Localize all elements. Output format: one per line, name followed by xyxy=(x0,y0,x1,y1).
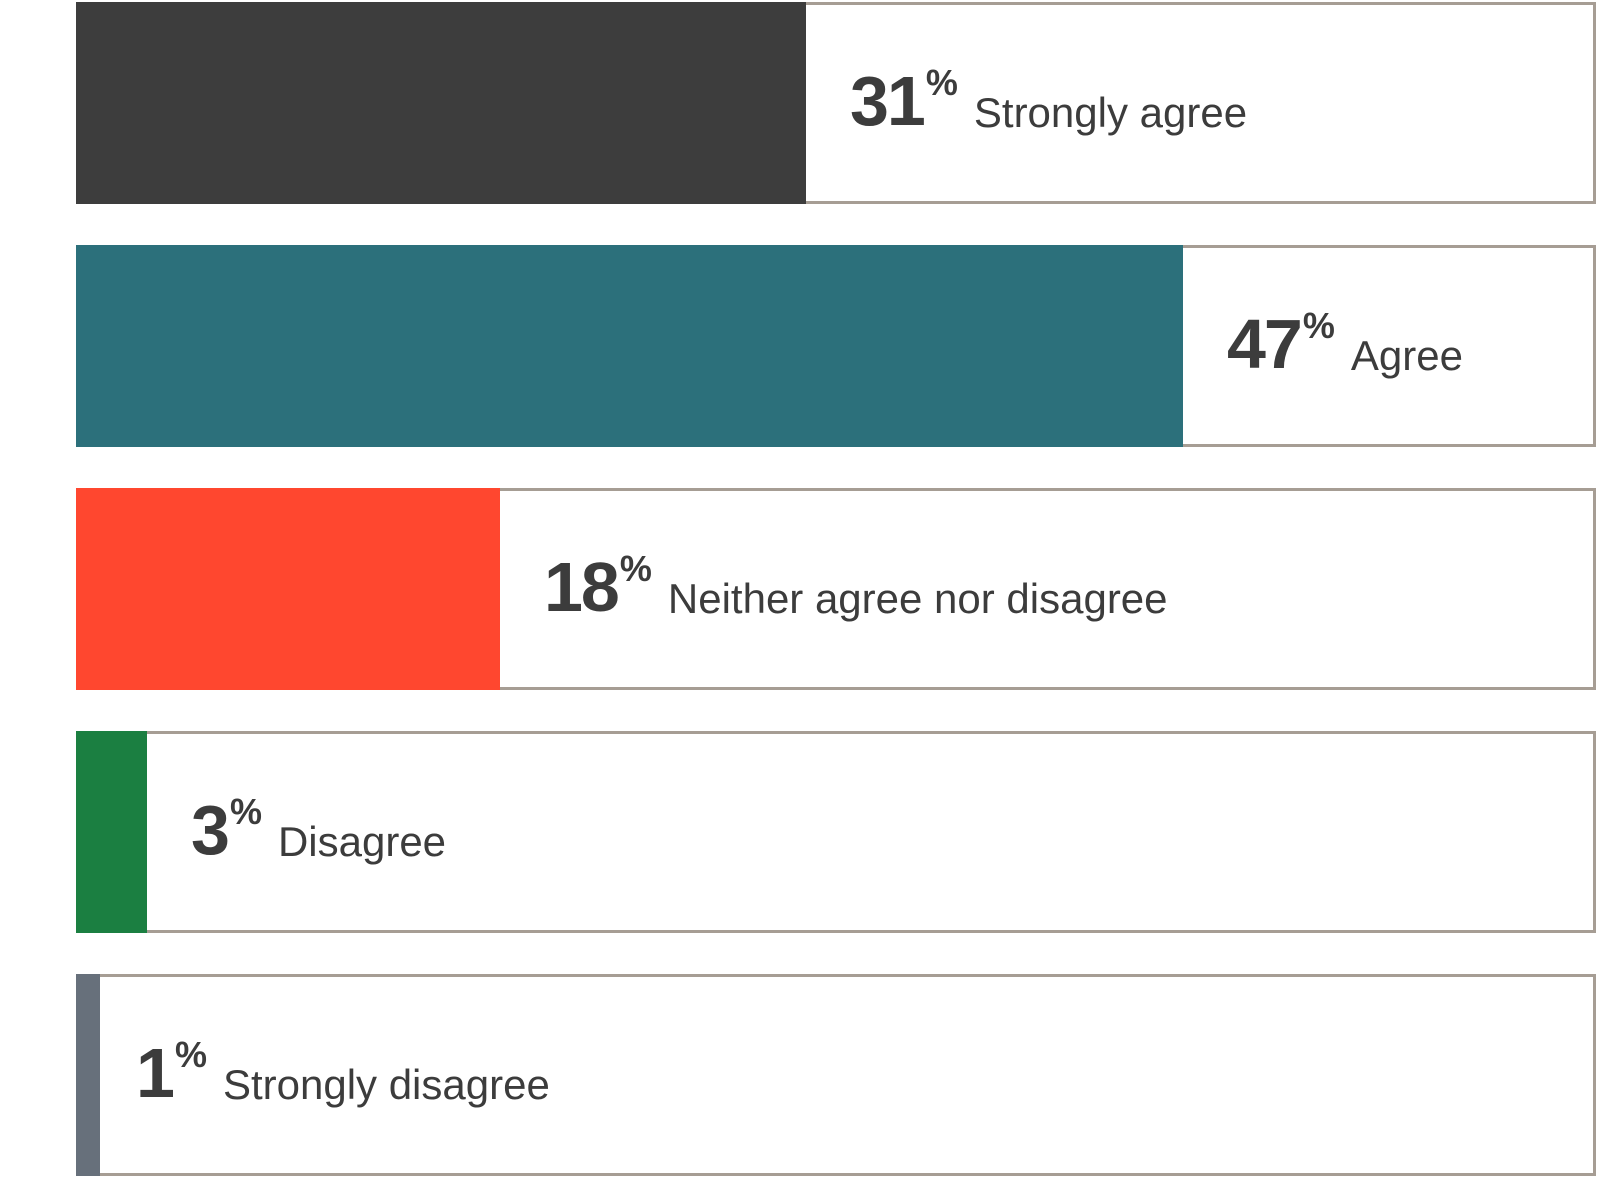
percent-sign: % xyxy=(174,1034,207,1075)
bar-value-strongly-disagree: 1 xyxy=(136,1034,175,1112)
bar-label-agree: 47% Agree xyxy=(1227,305,1463,383)
bar-value-neither: 18 xyxy=(544,548,620,626)
bar-neither xyxy=(76,488,500,690)
bar-label-disagree: 3% Disagree xyxy=(191,791,447,869)
bar-row-strongly-agree: 31% Strongly agree xyxy=(76,2,1596,204)
bar-track xyxy=(76,974,1596,1176)
percent-sign: % xyxy=(925,62,958,103)
bar-category-strongly-disagree: Strongly disagree xyxy=(222,1061,550,1108)
bar-strongly-disagree xyxy=(76,974,100,1176)
percent-sign: % xyxy=(229,791,262,832)
bar-disagree xyxy=(76,731,147,933)
bar-label-strongly-disagree: 1% Strongly disagree xyxy=(136,1034,550,1112)
bar-value-strongly-agree: 31 xyxy=(850,62,926,140)
bar-agree xyxy=(76,245,1183,447)
bar-row-neither: 18% Neither agree nor disagree xyxy=(76,488,1596,690)
bar-category-strongly-agree: Strongly agree xyxy=(973,89,1248,136)
bar-row-disagree: 3% Disagree xyxy=(76,731,1596,933)
bar-category-agree: Agree xyxy=(1350,332,1463,379)
percent-sign: % xyxy=(1302,305,1335,346)
bar-row-strongly-disagree: 1% Strongly disagree xyxy=(76,974,1596,1176)
bar-category-disagree: Disagree xyxy=(277,818,447,865)
bar-value-agree: 47 xyxy=(1227,305,1303,383)
stacked-likert-bar-chart: 31% Strongly agree 47% Agree 18% Neither ag… xyxy=(76,2,1596,1198)
percent-sign: % xyxy=(619,548,652,589)
bar-label-neither: 18% Neither agree nor disagree xyxy=(544,548,1168,626)
bar-label-strongly-agree: 31% Strongly agree xyxy=(850,62,1248,140)
bar-value-disagree: 3 xyxy=(191,791,230,869)
bar-category-neither: Neither agree nor disagree xyxy=(667,575,1168,622)
bar-track xyxy=(76,731,1596,933)
bar-strongly-agree xyxy=(76,2,806,204)
bar-row-agree: 47% Agree xyxy=(76,245,1596,447)
